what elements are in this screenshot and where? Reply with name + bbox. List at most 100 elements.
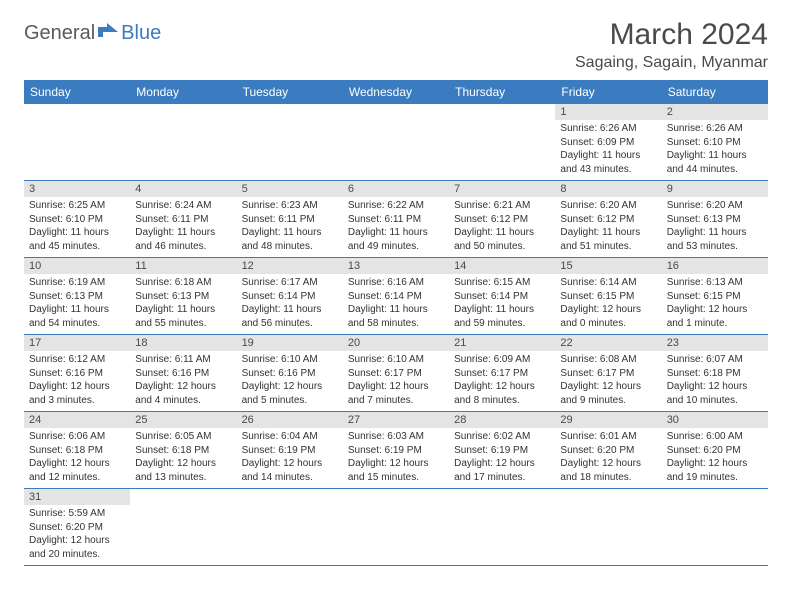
day-number: 20 <box>343 335 449 351</box>
calendar-week-row: 24Sunrise: 6:06 AMSunset: 6:18 PMDayligh… <box>24 412 768 489</box>
calendar-cell: 5Sunrise: 6:23 AMSunset: 6:11 PMDaylight… <box>237 181 343 258</box>
day-number <box>24 104 130 108</box>
calendar-cell <box>343 104 449 181</box>
day-details: Sunrise: 5:59 AMSunset: 6:20 PMDaylight:… <box>24 505 130 565</box>
day-details: Sunrise: 6:03 AMSunset: 6:19 PMDaylight:… <box>343 428 449 488</box>
day-number: 23 <box>662 335 768 351</box>
weekday-header: Sunday <box>24 80 130 104</box>
day-number: 17 <box>24 335 130 351</box>
month-title: March 2024 <box>575 18 768 52</box>
day-details: Sunrise: 6:09 AMSunset: 6:17 PMDaylight:… <box>449 351 555 411</box>
weekday-header: Saturday <box>662 80 768 104</box>
calendar-cell: 4Sunrise: 6:24 AMSunset: 6:11 PMDaylight… <box>130 181 236 258</box>
day-details: Sunrise: 6:10 AMSunset: 6:17 PMDaylight:… <box>343 351 449 411</box>
calendar-cell: 22Sunrise: 6:08 AMSunset: 6:17 PMDayligh… <box>555 335 661 412</box>
calendar-cell: 10Sunrise: 6:19 AMSunset: 6:13 PMDayligh… <box>24 258 130 335</box>
day-number <box>555 489 661 493</box>
day-number: 16 <box>662 258 768 274</box>
flag-icon <box>98 23 120 44</box>
day-details: Sunrise: 6:05 AMSunset: 6:18 PMDaylight:… <box>130 428 236 488</box>
day-number <box>343 104 449 108</box>
calendar-cell <box>449 104 555 181</box>
calendar-cell: 14Sunrise: 6:15 AMSunset: 6:14 PMDayligh… <box>449 258 555 335</box>
calendar-cell: 29Sunrise: 6:01 AMSunset: 6:20 PMDayligh… <box>555 412 661 489</box>
day-number: 30 <box>662 412 768 428</box>
day-number: 14 <box>449 258 555 274</box>
day-number <box>449 489 555 493</box>
day-number: 8 <box>555 181 661 197</box>
day-details: Sunrise: 6:23 AMSunset: 6:11 PMDaylight:… <box>237 197 343 257</box>
calendar-cell: 28Sunrise: 6:02 AMSunset: 6:19 PMDayligh… <box>449 412 555 489</box>
calendar-cell <box>130 104 236 181</box>
day-details: Sunrise: 6:18 AMSunset: 6:13 PMDaylight:… <box>130 274 236 334</box>
header: General Blue March 2024 Sagaing, Sagain,… <box>24 18 768 72</box>
day-number: 11 <box>130 258 236 274</box>
day-details: Sunrise: 6:04 AMSunset: 6:19 PMDaylight:… <box>237 428 343 488</box>
calendar-cell: 3Sunrise: 6:25 AMSunset: 6:10 PMDaylight… <box>24 181 130 258</box>
day-details: Sunrise: 6:20 AMSunset: 6:13 PMDaylight:… <box>662 197 768 257</box>
calendar-cell: 1Sunrise: 6:26 AMSunset: 6:09 PMDaylight… <box>555 104 661 181</box>
weekday-header: Monday <box>130 80 236 104</box>
location-text: Sagaing, Sagain, Myanmar <box>575 54 768 72</box>
day-details: Sunrise: 6:12 AMSunset: 6:16 PMDaylight:… <box>24 351 130 411</box>
day-details: Sunrise: 6:02 AMSunset: 6:19 PMDaylight:… <box>449 428 555 488</box>
day-number <box>130 489 236 493</box>
calendar-cell <box>662 489 768 566</box>
calendar-cell: 11Sunrise: 6:18 AMSunset: 6:13 PMDayligh… <box>130 258 236 335</box>
day-number: 21 <box>449 335 555 351</box>
calendar-cell <box>237 104 343 181</box>
day-details: Sunrise: 6:14 AMSunset: 6:15 PMDaylight:… <box>555 274 661 334</box>
day-number: 25 <box>130 412 236 428</box>
calendar-week-row: 3Sunrise: 6:25 AMSunset: 6:10 PMDaylight… <box>24 181 768 258</box>
day-details: Sunrise: 6:17 AMSunset: 6:14 PMDaylight:… <box>237 274 343 334</box>
calendar-cell <box>130 489 236 566</box>
calendar-cell: 16Sunrise: 6:13 AMSunset: 6:15 PMDayligh… <box>662 258 768 335</box>
logo: General Blue <box>24 22 161 45</box>
day-number <box>662 489 768 493</box>
calendar-cell: 9Sunrise: 6:20 AMSunset: 6:13 PMDaylight… <box>662 181 768 258</box>
day-details: Sunrise: 6:06 AMSunset: 6:18 PMDaylight:… <box>24 428 130 488</box>
calendar-cell: 13Sunrise: 6:16 AMSunset: 6:14 PMDayligh… <box>343 258 449 335</box>
calendar-cell: 7Sunrise: 6:21 AMSunset: 6:12 PMDaylight… <box>449 181 555 258</box>
day-number <box>130 104 236 108</box>
day-number: 10 <box>24 258 130 274</box>
calendar-cell <box>449 489 555 566</box>
day-number: 31 <box>24 489 130 505</box>
day-number: 6 <box>343 181 449 197</box>
weekday-header: Tuesday <box>237 80 343 104</box>
calendar-cell <box>343 489 449 566</box>
logo-text-blue: Blue <box>121 22 161 45</box>
calendar-week-row: 1Sunrise: 6:26 AMSunset: 6:09 PMDaylight… <box>24 104 768 181</box>
logo-text-general: General <box>24 22 95 45</box>
day-number: 13 <box>343 258 449 274</box>
day-details: Sunrise: 6:15 AMSunset: 6:14 PMDaylight:… <box>449 274 555 334</box>
day-details: Sunrise: 6:20 AMSunset: 6:12 PMDaylight:… <box>555 197 661 257</box>
day-number: 24 <box>24 412 130 428</box>
calendar-cell: 17Sunrise: 6:12 AMSunset: 6:16 PMDayligh… <box>24 335 130 412</box>
day-details: Sunrise: 6:07 AMSunset: 6:18 PMDaylight:… <box>662 351 768 411</box>
day-details: Sunrise: 6:21 AMSunset: 6:12 PMDaylight:… <box>449 197 555 257</box>
day-number: 26 <box>237 412 343 428</box>
calendar-cell: 18Sunrise: 6:11 AMSunset: 6:16 PMDayligh… <box>130 335 236 412</box>
calendar-cell: 2Sunrise: 6:26 AMSunset: 6:10 PMDaylight… <box>662 104 768 181</box>
day-details: Sunrise: 6:22 AMSunset: 6:11 PMDaylight:… <box>343 197 449 257</box>
calendar-body: 1Sunrise: 6:26 AMSunset: 6:09 PMDaylight… <box>24 104 768 566</box>
day-number: 27 <box>343 412 449 428</box>
day-number: 29 <box>555 412 661 428</box>
calendar-cell: 6Sunrise: 6:22 AMSunset: 6:11 PMDaylight… <box>343 181 449 258</box>
calendar-cell: 12Sunrise: 6:17 AMSunset: 6:14 PMDayligh… <box>237 258 343 335</box>
calendar-cell: 27Sunrise: 6:03 AMSunset: 6:19 PMDayligh… <box>343 412 449 489</box>
day-number: 7 <box>449 181 555 197</box>
day-details: Sunrise: 6:25 AMSunset: 6:10 PMDaylight:… <box>24 197 130 257</box>
calendar-cell: 24Sunrise: 6:06 AMSunset: 6:18 PMDayligh… <box>24 412 130 489</box>
weekday-header: Friday <box>555 80 661 104</box>
weekday-header-row: Sunday Monday Tuesday Wednesday Thursday… <box>24 80 768 104</box>
calendar-cell: 26Sunrise: 6:04 AMSunset: 6:19 PMDayligh… <box>237 412 343 489</box>
day-number <box>449 104 555 108</box>
day-number: 4 <box>130 181 236 197</box>
day-number: 2 <box>662 104 768 120</box>
day-details: Sunrise: 6:08 AMSunset: 6:17 PMDaylight:… <box>555 351 661 411</box>
calendar-cell: 19Sunrise: 6:10 AMSunset: 6:16 PMDayligh… <box>237 335 343 412</box>
day-number: 3 <box>24 181 130 197</box>
day-details: Sunrise: 6:01 AMSunset: 6:20 PMDaylight:… <box>555 428 661 488</box>
